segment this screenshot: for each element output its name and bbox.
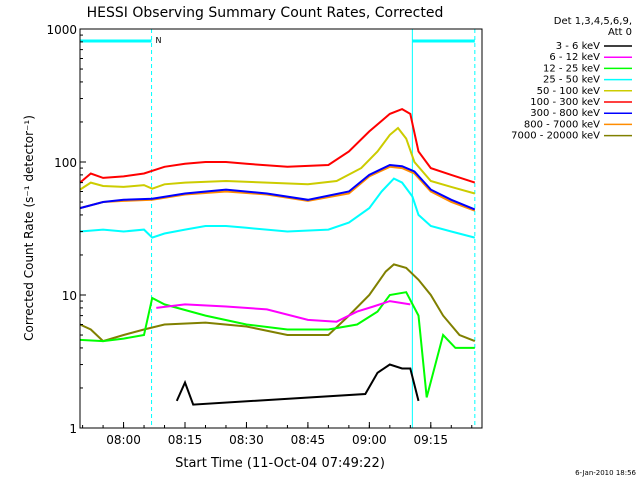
plot-frame: [79, 28, 483, 429]
y-tick-label-3: 1000: [46, 23, 77, 37]
y-tick-label-2: 100: [54, 156, 77, 170]
x-tick-label-3: 08:45: [291, 433, 326, 447]
y-tick-label-1: 10: [62, 289, 77, 303]
series-line-6: [79, 163, 476, 211]
legend-label-6: 300 - 800 keV: [530, 108, 600, 119]
night-marker: N: [156, 36, 162, 45]
legend-label-2: 12 - 25 keV: [543, 63, 600, 74]
legend-label-3: 25 - 50 keV: [543, 75, 600, 86]
legend-label-7: 800 - 7000 keV: [524, 119, 600, 130]
x-tick-label-4: 09:00: [352, 433, 387, 447]
series-line-4: [79, 126, 476, 195]
y-tick-label-0: 1: [69, 422, 77, 436]
legend-label-1: 6 - 12 keV: [549, 52, 600, 63]
x-axis-label: Start Time (11-Oct-04 07:49:22): [175, 456, 385, 471]
x-tick-label-5: 09:15: [413, 433, 448, 447]
x-tick-label-2: 08:30: [229, 433, 264, 447]
legend-title-0: Det 1,3,4,5,6,9,: [554, 16, 632, 27]
chart-title: HESSI Observing Summary Count Rates, Cor…: [87, 5, 444, 21]
series-line-5: [79, 107, 476, 184]
legend-label-0: 3 - 6 keV: [556, 41, 600, 52]
series-line-7: [79, 165, 476, 212]
legend-title-1: Att 0: [608, 27, 632, 38]
series-line-8: [79, 263, 476, 343]
legend-label-4: 50 - 100 keV: [537, 86, 601, 97]
x-tick-label-1: 08:15: [168, 433, 203, 447]
series-line-3: [79, 177, 476, 239]
series-line-2: [79, 291, 475, 398]
y-axis-label: Corrected Count Rate (s⁻¹ detector⁻¹): [22, 115, 36, 341]
series-line-0: [175, 363, 420, 406]
legend-label-8: 7000 - 20000 keV: [511, 131, 600, 142]
footer-date: 6-Jan-2010 18:56: [575, 469, 636, 477]
legend-label-5: 100 - 300 keV: [530, 97, 600, 108]
series-line-1: [156, 300, 411, 323]
x-tick-label-0: 08:00: [106, 433, 141, 447]
